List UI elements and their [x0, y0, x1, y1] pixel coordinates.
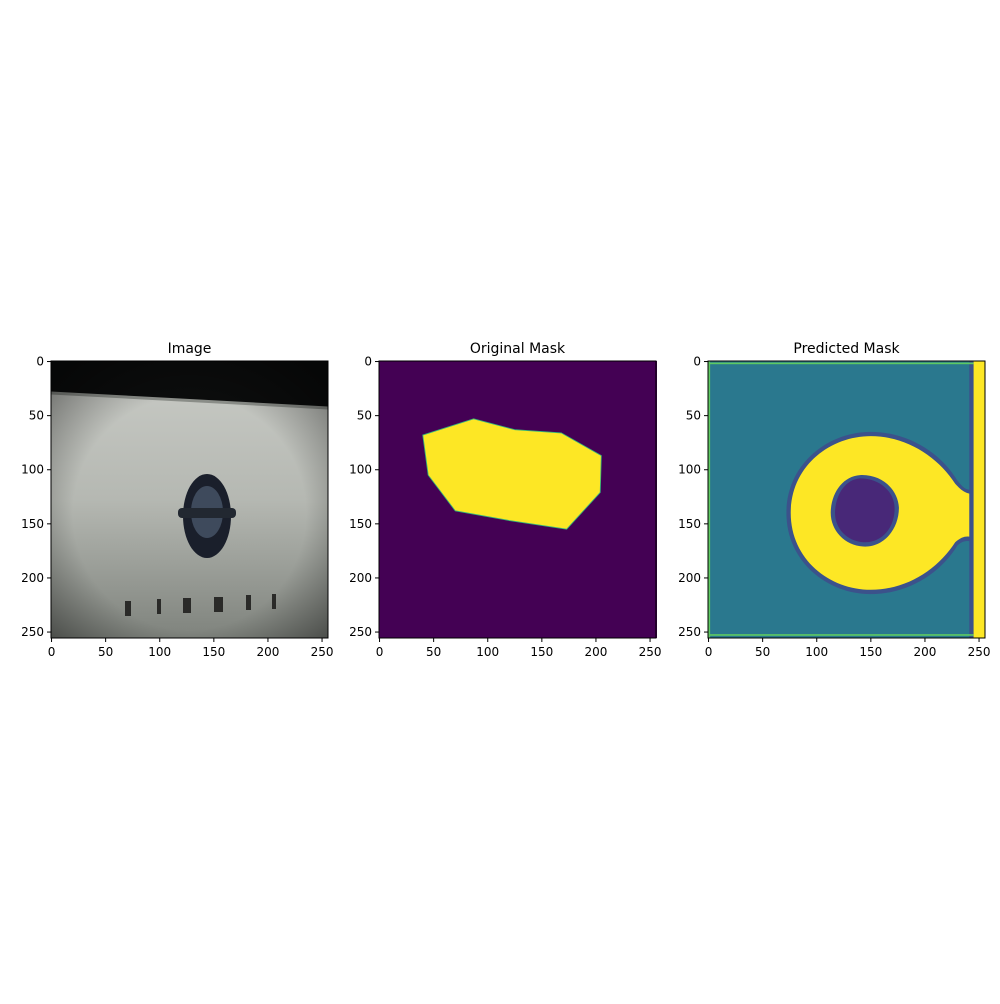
x-tick-label: 150: [530, 645, 553, 659]
x-tick-label: 150: [859, 645, 882, 659]
x-tick-label: 150: [202, 645, 225, 659]
y-tick-label: 0: [364, 355, 372, 369]
y-tick-label: 100: [349, 463, 372, 477]
y-tick-label: 50: [686, 409, 701, 423]
axes-frame: [378, 360, 657, 639]
x-tick-label: 250: [639, 645, 662, 659]
y-tick-label: 0: [693, 355, 701, 369]
panel-title: Image: [168, 341, 212, 357]
y-tick-label: 150: [21, 517, 44, 531]
x-tick-label: 100: [805, 645, 828, 659]
x-tick-label: 250: [311, 645, 334, 659]
photo: [51, 361, 328, 638]
y-tick-label: 250: [21, 625, 44, 639]
panel-title: Predicted Mask: [793, 341, 900, 357]
x-tick-label: 100: [476, 645, 499, 659]
x-tick-label: 200: [584, 645, 607, 659]
panel-title: Original Mask: [470, 341, 566, 357]
y-tick-label: 200: [349, 571, 372, 585]
y-tick-label: 50: [29, 409, 44, 423]
y-tick-label: 250: [349, 625, 372, 639]
x-tick-label: 200: [256, 645, 279, 659]
x-tick-label: 50: [98, 645, 113, 659]
y-tick-label: 250: [678, 625, 701, 639]
x-tick-label: 100: [148, 645, 171, 659]
x-tick-label: 0: [376, 645, 384, 659]
x-tick-label: 250: [968, 645, 991, 659]
x-tick-label: 50: [755, 645, 770, 659]
y-tick-label: 100: [21, 463, 44, 477]
axes-frame: [707, 360, 986, 639]
y-tick-label: 150: [678, 517, 701, 531]
x-tick-label: 50: [426, 645, 441, 659]
y-tick-label: 200: [678, 571, 701, 585]
x-tick-label: 200: [913, 645, 936, 659]
y-tick-label: 0: [36, 355, 44, 369]
y-tick-label: 100: [678, 463, 701, 477]
y-tick-label: 200: [21, 571, 44, 585]
prediction: [708, 361, 985, 638]
x-tick-label: 0: [48, 645, 56, 659]
axes-frame: [50, 360, 329, 639]
y-tick-label: 150: [349, 517, 372, 531]
mask: [379, 361, 657, 638]
x-tick-label: 0: [705, 645, 713, 659]
y-tick-label: 50: [357, 409, 372, 423]
